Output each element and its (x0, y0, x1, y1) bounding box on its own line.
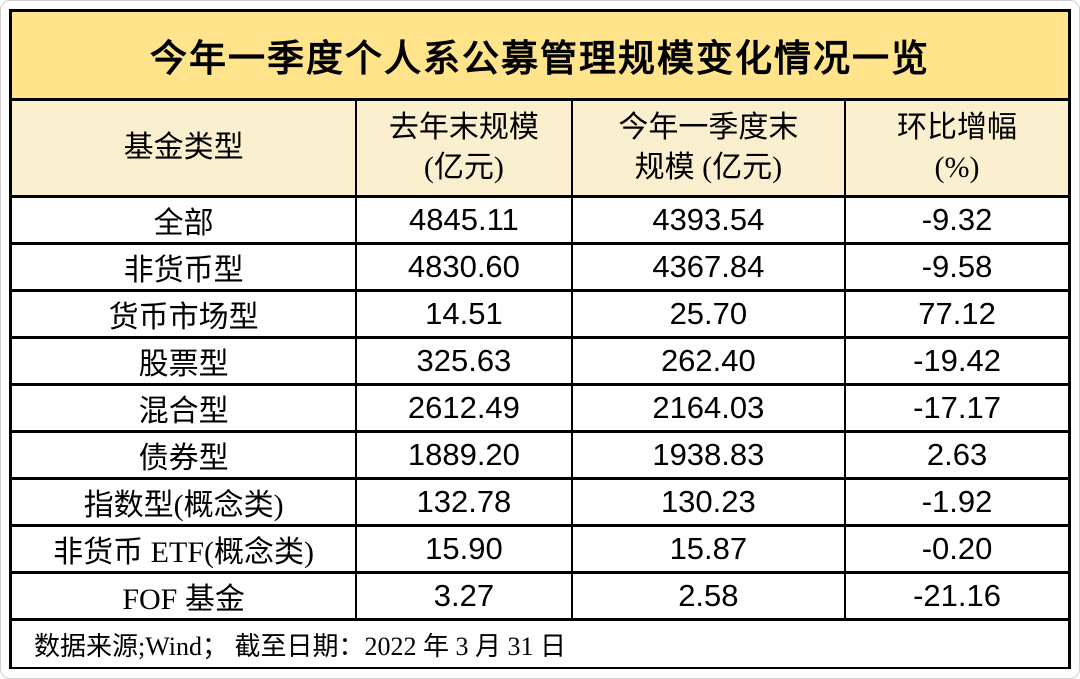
cell-pct-change: -9.32 (844, 198, 1068, 242)
cell-pct-change: -17.17 (844, 386, 1068, 430)
cell-q1: 130.23 (570, 480, 845, 524)
header-sublabel: (%) (934, 151, 980, 184)
table-row: 混合型 2612.49 2164.03 -17.17 (12, 383, 1068, 430)
cell-prev-year: 14.51 (355, 292, 570, 336)
header-label: 环比增幅 (897, 111, 1018, 144)
table-title: 今年一季度个人系公募管理规模变化情况一览 (12, 12, 1068, 98)
cell-q1: 15.87 (570, 527, 845, 571)
cell-fund-type: 债券型 (138, 442, 229, 475)
cell-q1: 2164.03 (570, 386, 845, 430)
cell-fund-type: 非货币 ETF(概念类) (53, 536, 314, 569)
source-note: 数据来源;Wind； 截至日期：2022 年 3 月 31 日 (12, 618, 1068, 667)
cell-q1: 1938.83 (570, 433, 845, 477)
cell-q1: 262.40 (570, 339, 845, 383)
table-row: 指数型(概念类) 132.78 130.23 -1.92 (12, 477, 1068, 524)
header-sublabel: (亿元) (423, 151, 504, 184)
cell-pct-change: -19.42 (844, 339, 1068, 383)
header-pct-change: 环比增幅 (%) (844, 101, 1068, 195)
cell-pct-change: -1.92 (844, 480, 1068, 524)
table-row: 股票型 325.63 262.40 -19.42 (12, 336, 1068, 383)
cell-q1: 4393.54 (570, 198, 845, 242)
cell-prev-year: 4830.60 (355, 245, 570, 289)
table-row: FOF 基金 3.27 2.58 -21.16 (12, 571, 1068, 618)
cell-pct-change: 2.63 (844, 433, 1068, 477)
table-row: 非货币型 4830.60 4367.84 -9.58 (12, 242, 1068, 289)
table-row: 债券型 1889.20 1938.83 2.63 (12, 430, 1068, 477)
table-row: 货币市场型 14.51 25.70 77.12 (12, 289, 1068, 336)
cell-prev-year: 2612.49 (355, 386, 570, 430)
cell-fund-type: 指数型(概念类) (83, 489, 284, 522)
table-body: 全部 4845.11 4393.54 -9.32 非货币型 4830.60 43… (12, 195, 1068, 618)
header-fund-type: 基金类型 (12, 101, 355, 195)
cell-pct-change: 77.12 (844, 292, 1068, 336)
cell-fund-type: 非货币型 (123, 254, 244, 287)
cell-pct-change: -21.16 (844, 574, 1068, 618)
cell-prev-year: 1889.20 (355, 433, 570, 477)
header-label: 今年一季度末 (618, 111, 799, 144)
table-row: 非货币 ETF(概念类) 15.90 15.87 -0.20 (12, 524, 1068, 571)
cell-q1: 4367.84 (570, 245, 845, 289)
cell-fund-type: 全部 (153, 207, 214, 240)
cell-fund-type: 货币市场型 (108, 301, 259, 334)
header-sublabel: 规模 (亿元) (634, 151, 783, 184)
cell-prev-year: 15.90 (355, 527, 570, 571)
cell-q1: 25.70 (570, 292, 845, 336)
cell-fund-type: 股票型 (138, 348, 229, 381)
cell-q1: 2.58 (570, 574, 845, 618)
cell-fund-type: 混合型 (138, 395, 229, 428)
fund-scale-table: 今年一季度个人系公募管理规模变化情况一览 基金类型 去年末规模 (亿元) 今年一… (9, 9, 1071, 669)
cell-prev-year: 325.63 (355, 339, 570, 383)
cell-fund-type: FOF 基金 (122, 583, 245, 616)
table-row: 全部 4845.11 4393.54 -9.32 (12, 195, 1068, 242)
header-q1-scale: 今年一季度末 规模 (亿元) (570, 101, 845, 195)
header-label: 去年末规模 (388, 111, 539, 144)
header-prev-year-scale: 去年末规模 (亿元) (355, 101, 570, 195)
header-label: 基金类型 (123, 131, 244, 164)
cell-pct-change: -9.58 (844, 245, 1068, 289)
table-header-row: 基金类型 去年末规模 (亿元) 今年一季度末 规模 (亿元) 环比增幅 (%) (12, 98, 1068, 195)
cell-prev-year: 132.78 (355, 480, 570, 524)
cell-prev-year: 3.27 (355, 574, 570, 618)
cell-prev-year: 4845.11 (355, 198, 570, 242)
cell-pct-change: -0.20 (844, 527, 1068, 571)
